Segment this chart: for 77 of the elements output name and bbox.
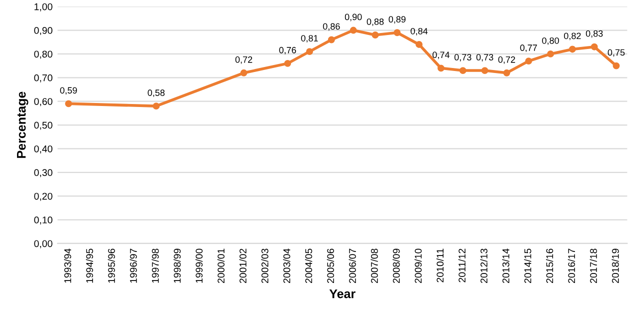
point — [612, 62, 620, 70]
x-tick-label: 2004/05 — [305, 248, 312, 283]
point — [328, 36, 335, 44]
point — [481, 67, 488, 74]
x-tick-label: 2016/17 — [568, 248, 576, 283]
point — [568, 46, 576, 53]
x-tick-label: 2006/07 — [348, 248, 356, 283]
data-label: 0,72 — [498, 56, 516, 64]
point — [240, 69, 248, 76]
data-label: 0,83 — [586, 30, 603, 38]
x-tick-label: 2008/09 — [392, 248, 400, 283]
y-tick-label: 0,40 — [34, 145, 52, 154]
y-tick-label: 0,30 — [34, 169, 52, 178]
x-tick-label: 1998/99 — [174, 248, 181, 283]
y-axis-title: Percentage — [17, 92, 28, 158]
data-label: 0,73 — [454, 54, 472, 62]
y-tick-label: 0,20 — [34, 192, 52, 201]
x-tick-label: 2012/13 — [480, 248, 488, 283]
x-tick-label: 2017/18 — [590, 248, 597, 283]
data-label: 0,59 — [60, 87, 77, 95]
x-tick-label: 2015/16 — [546, 248, 554, 283]
data-label: 0,89 — [388, 16, 406, 24]
data-label: 0,72 — [235, 56, 252, 64]
y-tick-label: 1,00 — [34, 3, 52, 12]
x-tick-label: 1996/97 — [130, 248, 137, 283]
data-label: 0,73 — [476, 54, 494, 62]
x-tick-label: 1997/98 — [152, 248, 159, 283]
x-tick-label: 1994/95 — [86, 248, 94, 283]
y-tick-label: 0,60 — [34, 98, 52, 106]
x-tick-label: 2009/10 — [414, 248, 422, 283]
x-tick-label: 2002/03 — [261, 248, 268, 283]
point — [394, 29, 401, 36]
data-label: 0,81 — [301, 35, 318, 43]
point — [284, 60, 292, 67]
x-axis-title: Year — [329, 289, 356, 298]
data-label: 0,90 — [344, 14, 362, 22]
x-tick-label: 2011/12 — [458, 248, 466, 282]
x-tick-label: 1995/96 — [108, 248, 115, 283]
point — [438, 64, 444, 72]
point — [350, 26, 357, 34]
x-tick-label: 2003/04 — [283, 248, 290, 283]
point — [590, 43, 598, 50]
data-label: 0,80 — [542, 37, 559, 45]
data-label: 0,74 — [432, 52, 450, 60]
data-label: 0,82 — [564, 32, 581, 40]
y-tick-label: 0,10 — [34, 216, 52, 225]
point — [525, 58, 532, 65]
data-label: 0,77 — [520, 44, 537, 52]
x-tick-label: 2013/14 — [502, 248, 510, 283]
y-tick-label: 0,90 — [34, 27, 52, 36]
point — [459, 67, 466, 74]
data-label: 0,76 — [279, 46, 296, 54]
y-tick-label: 0,00 — [34, 240, 52, 248]
data-label: 0,84 — [410, 28, 428, 36]
x-tick-label: 1993/94 — [64, 248, 72, 283]
point — [152, 102, 160, 110]
point — [503, 69, 510, 76]
data-label: 0,86 — [323, 23, 340, 31]
data-label: 0,75 — [608, 49, 625, 57]
x-tick-label: 2001/02 — [239, 248, 246, 283]
x-tick-label: 2018/19 — [612, 248, 619, 283]
data-label: 0,88 — [366, 18, 384, 26]
x-tick-label: 2010/11 — [436, 248, 444, 282]
x-tick-label: 2014/15 — [524, 248, 532, 283]
point — [306, 48, 314, 56]
y-tick-label: 0,80 — [34, 50, 52, 59]
point — [416, 41, 423, 48]
data-label: 0,58 — [148, 90, 165, 98]
point — [65, 100, 72, 108]
y-tick-label: 0,70 — [34, 74, 52, 82]
y-tick-label: 0,50 — [34, 122, 52, 130]
x-tick-label: 2007/08 — [370, 248, 378, 283]
point — [372, 32, 379, 38]
x-tick-label: 1999/00 — [195, 248, 203, 283]
x-tick-label: 2005/06 — [326, 248, 334, 283]
x-tick-label: 2000/01 — [217, 248, 225, 283]
point — [547, 50, 554, 58]
